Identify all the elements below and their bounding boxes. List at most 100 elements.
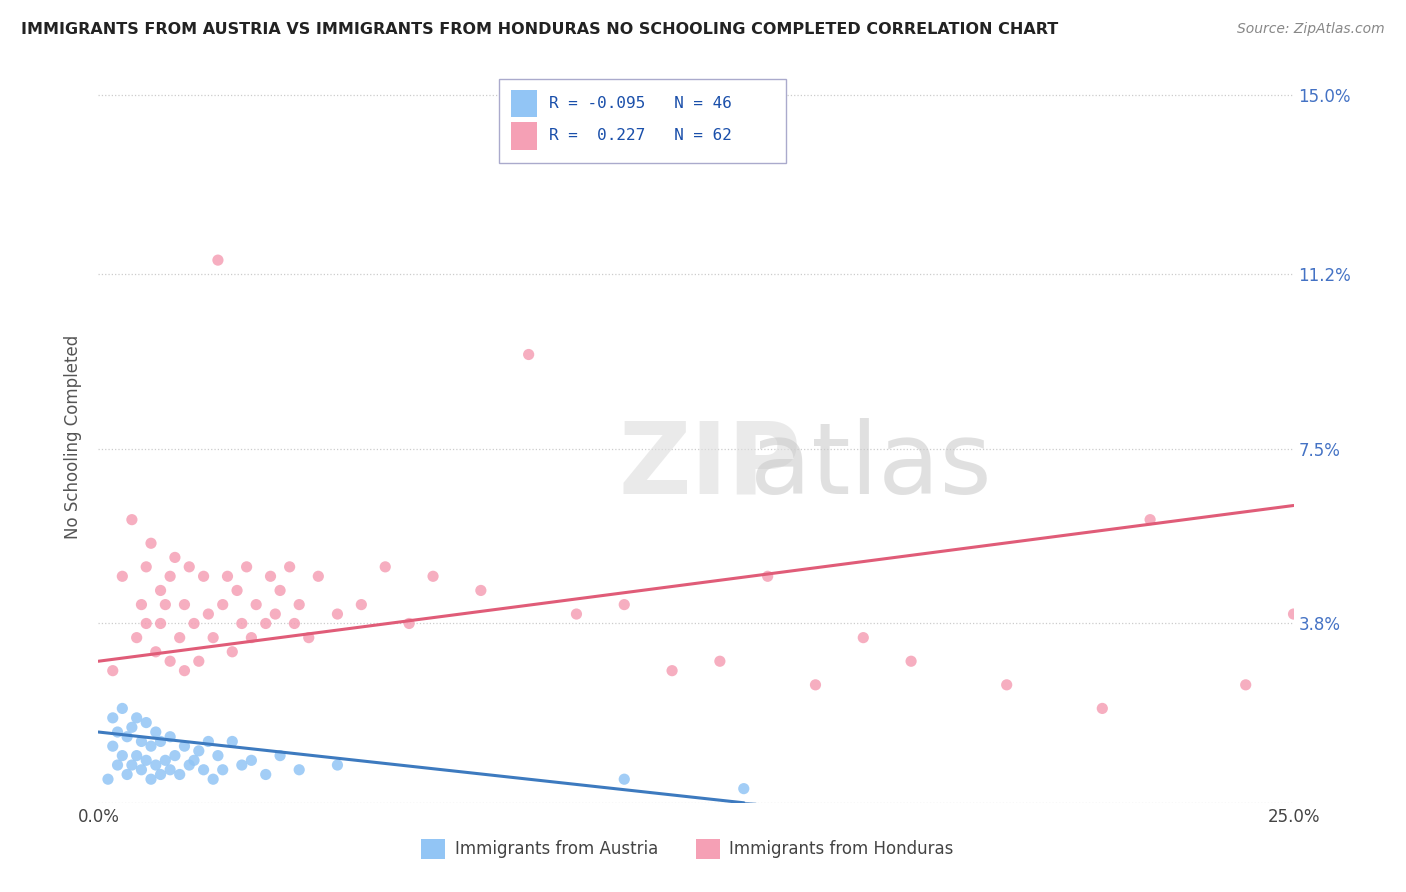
Point	[264, 607, 287, 621]
Point	[145, 645, 167, 659]
Point	[374, 559, 396, 574]
Point	[211, 598, 233, 612]
Text: atlas: atlas	[749, 417, 991, 515]
Point	[145, 725, 167, 739]
Point	[115, 767, 138, 781]
Text: IMMIGRANTS FROM AUSTRIA VS IMMIGRANTS FROM HONDURAS NO SCHOOLING COMPLETED CORRE: IMMIGRANTS FROM AUSTRIA VS IMMIGRANTS FR…	[21, 22, 1059, 37]
Point	[131, 734, 153, 748]
Point	[231, 616, 253, 631]
Point	[709, 654, 731, 668]
Point	[187, 654, 209, 668]
Point	[131, 598, 153, 612]
Point	[139, 772, 162, 787]
Point	[226, 583, 249, 598]
Point	[193, 569, 215, 583]
Point	[101, 711, 124, 725]
Point	[169, 631, 191, 645]
Point	[197, 607, 219, 621]
Point	[187, 744, 209, 758]
Text: R = -0.095   N = 46: R = -0.095 N = 46	[548, 96, 733, 111]
Point	[207, 253, 229, 268]
Point	[269, 748, 291, 763]
Point	[326, 607, 349, 621]
Y-axis label: No Schooling Completed: No Schooling Completed	[65, 335, 83, 539]
Text: R =  0.227   N = 62: R = 0.227 N = 62	[548, 128, 733, 144]
Point	[149, 616, 172, 631]
Point	[169, 767, 191, 781]
Point	[350, 598, 373, 612]
Bar	[510, 89, 537, 118]
Point	[179, 758, 201, 772]
Point	[107, 725, 129, 739]
Point	[202, 772, 225, 787]
Point	[733, 781, 755, 796]
Point	[179, 559, 201, 574]
Point	[101, 739, 124, 754]
Point	[115, 730, 138, 744]
Point	[111, 569, 134, 583]
Point	[107, 758, 129, 772]
Point	[1139, 513, 1161, 527]
Point	[202, 631, 225, 645]
Point	[269, 583, 291, 598]
Bar	[696, 838, 720, 859]
Point	[231, 758, 253, 772]
Point	[235, 559, 257, 574]
Point	[804, 678, 827, 692]
Point	[221, 645, 243, 659]
Point	[111, 748, 134, 763]
Point	[159, 730, 181, 744]
Point	[121, 513, 143, 527]
Point	[852, 631, 875, 645]
Point	[470, 583, 492, 598]
Point	[131, 763, 153, 777]
Point	[217, 569, 239, 583]
Point	[288, 763, 311, 777]
Point	[155, 753, 177, 767]
Point	[97, 772, 120, 787]
Point	[517, 347, 540, 361]
Point	[159, 763, 181, 777]
Text: Immigrants from Honduras: Immigrants from Honduras	[730, 840, 953, 858]
Point	[254, 616, 277, 631]
Point	[183, 753, 205, 767]
Point	[149, 583, 172, 598]
Point	[125, 631, 148, 645]
Point	[254, 767, 277, 781]
Point	[298, 631, 321, 645]
Point	[613, 598, 636, 612]
Point	[1091, 701, 1114, 715]
Point	[163, 748, 186, 763]
Point	[995, 678, 1018, 692]
Point	[326, 758, 349, 772]
Point	[135, 616, 157, 631]
Point	[211, 763, 233, 777]
Point	[1234, 678, 1257, 692]
Point	[245, 598, 267, 612]
Point	[183, 616, 205, 631]
Text: Source: ZipAtlas.com: Source: ZipAtlas.com	[1237, 22, 1385, 37]
Point	[613, 772, 636, 787]
Point	[661, 664, 683, 678]
Point	[101, 664, 124, 678]
Point	[193, 763, 215, 777]
Point	[900, 654, 922, 668]
Point	[149, 767, 172, 781]
Point	[173, 739, 195, 754]
Point	[398, 616, 420, 631]
Point	[278, 559, 301, 574]
Point	[139, 536, 162, 550]
Point	[756, 569, 779, 583]
Point	[307, 569, 329, 583]
Text: ZIP: ZIP	[619, 417, 801, 515]
Point	[121, 758, 143, 772]
Point	[125, 711, 148, 725]
Bar	[510, 122, 537, 150]
Point	[121, 720, 143, 734]
Point	[288, 598, 311, 612]
Point	[125, 748, 148, 763]
Point	[422, 569, 444, 583]
Point	[135, 559, 157, 574]
Point	[111, 701, 134, 715]
Point	[149, 734, 172, 748]
